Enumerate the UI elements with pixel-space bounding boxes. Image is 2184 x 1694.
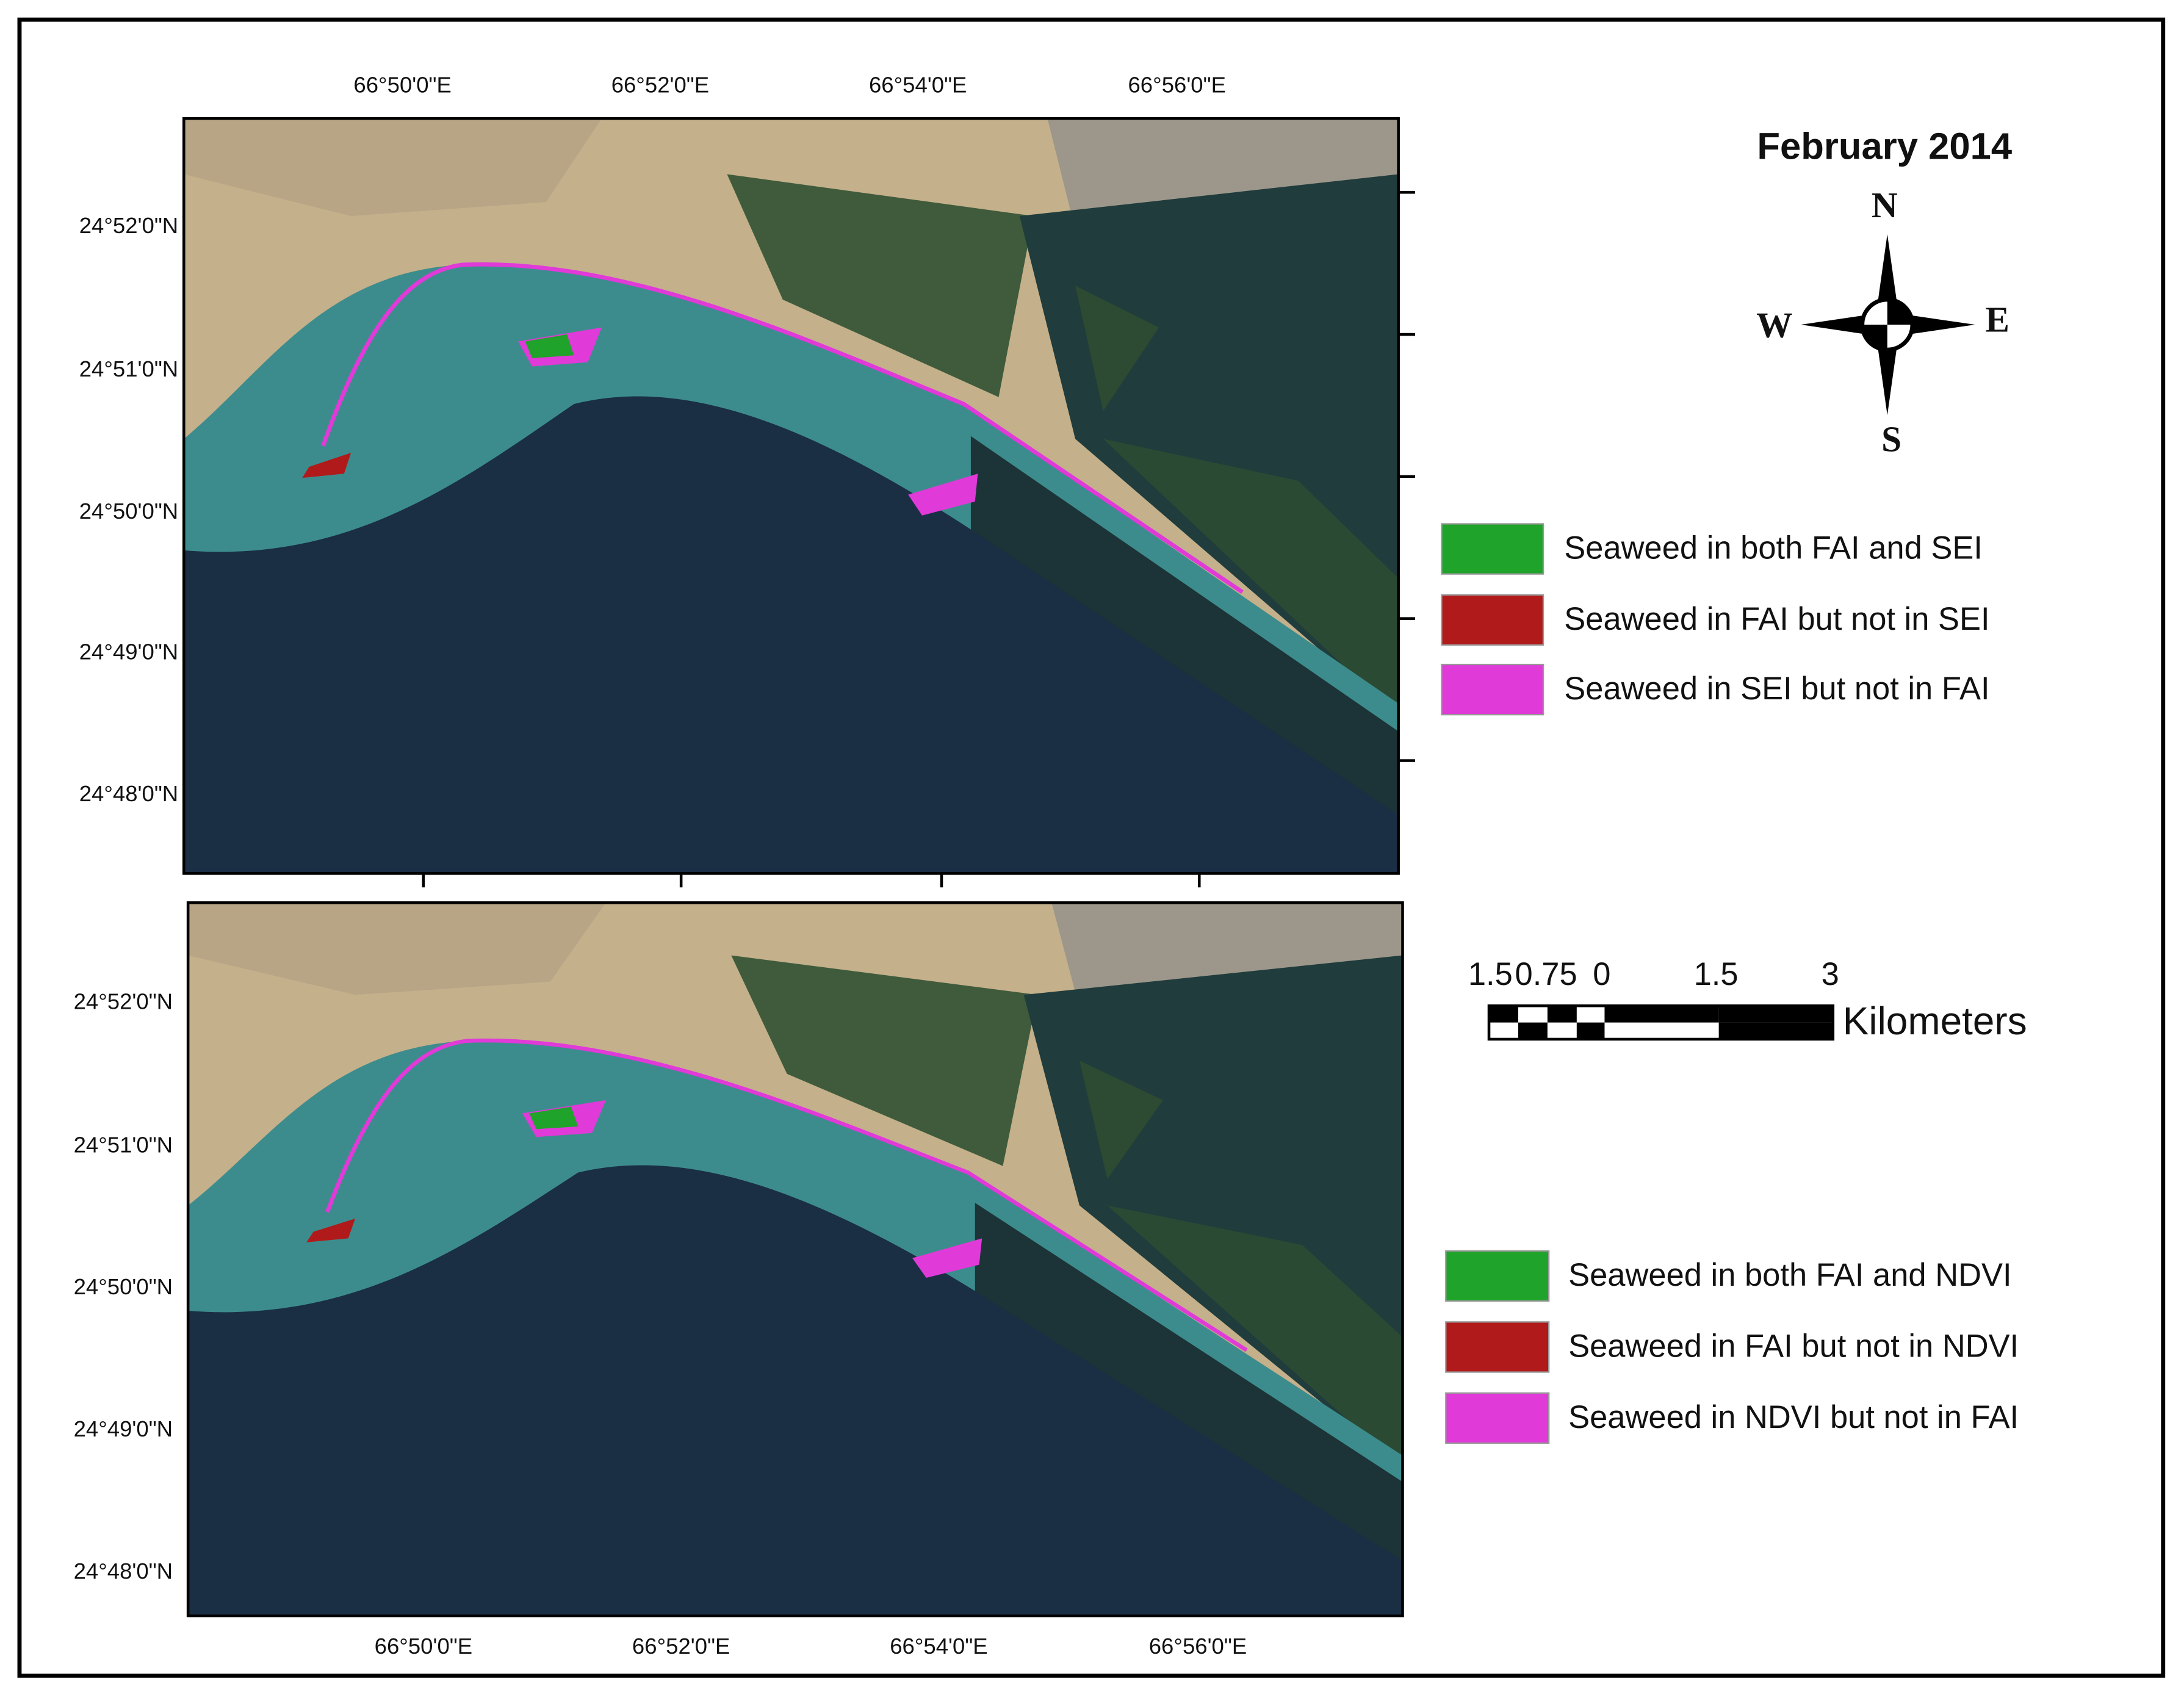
y-coord-label: 24°49'0"N: [74, 1416, 173, 1441]
compass-label: W: [1756, 305, 1792, 345]
scale-bar: [1487, 1004, 1835, 1041]
scale-label: 3: [1822, 956, 1839, 992]
x-coord-label: 66°52'0"E: [611, 72, 709, 97]
scale-label: 1.5: [1694, 956, 1739, 992]
y-coord-label: 24°48'0"N: [74, 1559, 173, 1584]
compass-label: S: [1881, 419, 1901, 460]
title: February 2014: [1757, 126, 2012, 168]
top-map: [184, 118, 1398, 873]
y-coord-label: 24°51'0"N: [74, 1132, 173, 1157]
x-coord-label: 66°54'0"E: [869, 72, 967, 97]
x-coord-label: 66°56'0"E: [1149, 1634, 1247, 1659]
y-coord-label: 24°50'0"N: [74, 1274, 173, 1299]
y-coord-label: 24°52'0"N: [74, 989, 173, 1014]
compass: N S E W: [1756, 185, 2009, 459]
legend-label: Seaweed in both FAI and NDVI: [1568, 1257, 2011, 1293]
y-coord-label: 24°49'0"N: [79, 639, 178, 664]
legend-swatch: [1445, 1321, 1550, 1373]
scale-unit: Kilometers: [1843, 999, 2027, 1043]
legend-label: Seaweed in NDVI but not in FAI: [1568, 1399, 2019, 1435]
x-coord-label: 66°50'0"E: [353, 72, 451, 97]
legend-swatch: [1441, 523, 1544, 575]
x-coord-label: 66°54'0"E: [890, 1634, 987, 1659]
compass-label: E: [1985, 299, 2009, 339]
legend-label: Seaweed in both FAI and SEI: [1564, 530, 1983, 566]
scale-label: 1.5: [1468, 956, 1513, 992]
y-coord-label: 24°51'0"N: [79, 356, 178, 381]
legend-swatch: [1445, 1392, 1550, 1444]
legend-swatch: [1441, 663, 1544, 716]
legend-label: Seaweed in FAI but not in NDVI: [1568, 1328, 2019, 1364]
legend-label: Seaweed in SEI but not in FAI: [1564, 671, 1989, 707]
x-coord-label: 66°50'0"E: [375, 1634, 472, 1659]
scale-label: 0.75: [1515, 956, 1577, 992]
y-coord-label: 24°52'0"N: [79, 213, 178, 238]
compass-label: N: [1872, 185, 1898, 225]
legend-swatch: [1445, 1250, 1550, 1302]
outer-border: [17, 17, 2166, 1678]
y-coord-label: 24°48'0"N: [79, 781, 178, 806]
x-coord-label: 66°52'0"E: [632, 1634, 730, 1659]
legend-label: Seaweed in FAI but not in SEI: [1564, 601, 1989, 637]
scale-label: 0: [1593, 956, 1610, 992]
bottom-map: [188, 903, 1402, 1616]
x-coord-label: 66°56'0"E: [1128, 72, 1226, 97]
legend-swatch: [1441, 594, 1544, 646]
y-coord-label: 24°50'0"N: [79, 499, 178, 524]
annotations: 66°50'0"E 66°52'0"E 66°54'0"E 66°56'0"E 24°5…: [74, 72, 2027, 1659]
